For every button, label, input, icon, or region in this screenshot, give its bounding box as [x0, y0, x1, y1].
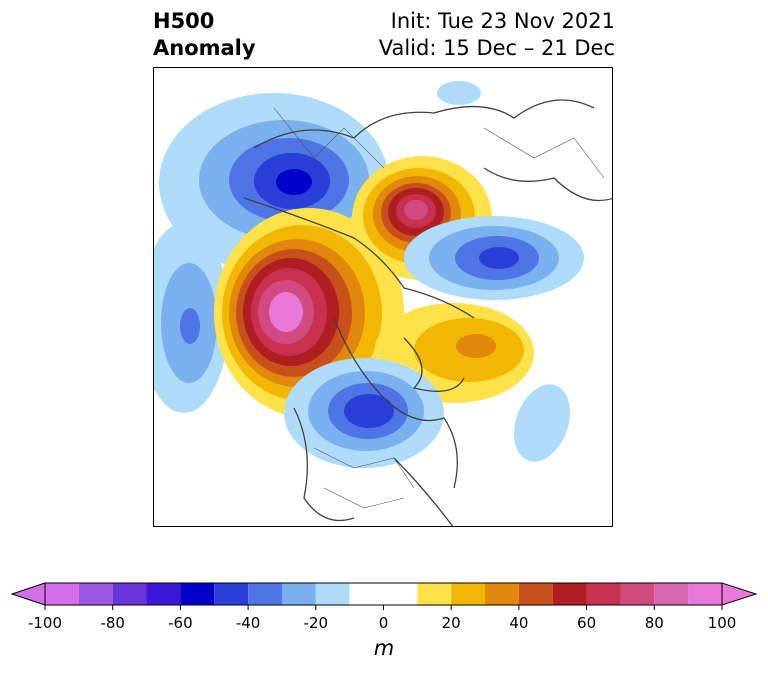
low-west: [154, 223, 229, 413]
colorbar-segment: [620, 583, 655, 605]
colorbar-segment: [146, 583, 181, 605]
colorbar-tick-label: -60: [168, 614, 193, 632]
colorbar-unit: m: [373, 636, 395, 660]
colorbar-segment: [451, 583, 486, 605]
colorbar-segment: [417, 583, 452, 605]
colorbar-tick-label: 60: [577, 614, 597, 632]
colorbar-segment: [78, 583, 113, 605]
low-siberia: [404, 216, 584, 300]
colorbar-segment: [485, 583, 519, 605]
coastlines: [243, 99, 612, 526]
colorbar-extend-high: [721, 582, 758, 606]
colorbar-tick-label: 40: [509, 614, 529, 632]
colorbar-tick-label: 0: [378, 614, 389, 632]
colorbar-ticks: [44, 605, 723, 610]
colorbar-segment: [214, 583, 249, 605]
colorbar-segment: [688, 583, 722, 605]
colorbar-segment: [552, 583, 587, 605]
valid-range: Valid: 15 Dec – 21 Dec: [378, 36, 615, 60]
colorbar-tick-label: 20: [441, 614, 461, 632]
colorbar-segment: [45, 583, 79, 605]
colorbar-segment: [315, 583, 350, 605]
map-title: H500 Anomaly: [153, 9, 256, 60]
low-north-atlantic: [513, 384, 571, 462]
colorbar-segment: [654, 583, 689, 605]
colorbar-tick-label: -100: [27, 614, 63, 632]
colorbar-segment: [112, 583, 147, 605]
colorbar-tick-label: -80: [100, 614, 125, 632]
anomaly-map: [153, 67, 613, 527]
colorbar-tick-label: -40: [235, 614, 261, 632]
colorbar-segment: [180, 583, 215, 605]
colorbar-tick-label: -20: [303, 614, 329, 632]
colorbar-extend-low: [10, 582, 46, 606]
low-canada: [284, 358, 444, 468]
map-subtitle: Init: Tue 23 Nov 2021 Valid: 15 Dec – 21…: [379, 8, 615, 62]
low-top: [437, 81, 481, 105]
borders: [273, 107, 605, 509]
colorbar-segments: [10, 582, 758, 606]
colorbar-segment: [248, 583, 282, 605]
colorbar-segment: [281, 583, 316, 605]
anomaly-contours: [154, 81, 584, 468]
colorbar-segment: [349, 583, 418, 605]
init-date: Init: Tue 23 Nov 2021: [390, 9, 615, 33]
colorbar: [10, 582, 758, 610]
anomaly-map-canvas: [154, 81, 612, 526]
colorbar-tick-label: 80: [644, 614, 664, 632]
colorbar-tick-label: 100: [707, 614, 737, 632]
colorbar-segment: [518, 583, 553, 605]
colorbar-segment: [586, 583, 621, 605]
